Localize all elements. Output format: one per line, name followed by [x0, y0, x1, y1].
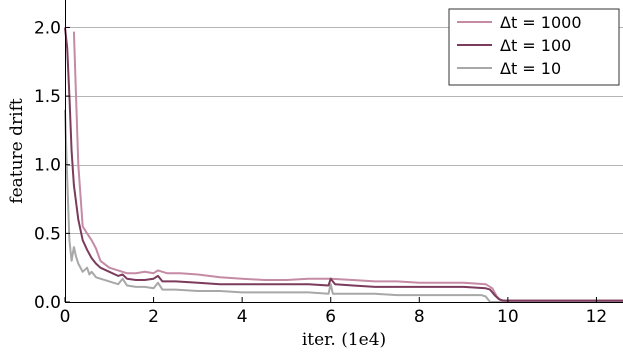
y-tick-label: 2.0	[34, 18, 61, 38]
y-tick-label: 1.5	[34, 87, 61, 107]
x-axis-label: iter. (1e4)	[302, 330, 386, 350]
legend-label-2: Δt = 10	[500, 59, 561, 78]
y-axis-label: feature drift	[7, 98, 27, 204]
x-tick-label: 4	[237, 307, 248, 327]
axes	[65, 0, 623, 303]
x-tick-label: 2	[148, 307, 159, 327]
series-layer	[64, 27, 623, 303]
x-tick-label: 10	[497, 307, 519, 327]
x-tick-label: 0	[60, 307, 71, 327]
y-tick-label: 0.5	[34, 224, 61, 244]
legend: Δt = 1000 Δt = 100 Δt = 10	[448, 8, 620, 86]
x-tick-label: 12	[586, 307, 608, 327]
x-tick-label: 6	[325, 307, 336, 327]
legend-label-0: Δt = 1000	[500, 13, 582, 32]
series-line-2	[64, 109, 623, 303]
y-tick-label: 1.0	[34, 156, 61, 176]
legend-label-1: Δt = 100	[500, 36, 571, 55]
y-tick-label: 0.0	[34, 293, 61, 313]
x-tick-label: 8	[414, 307, 425, 327]
ticks: 0.0 0.5 1.0 1.5 2.0 0 2 4 6 8 10 12	[34, 18, 607, 327]
series-line-1	[64, 27, 623, 302]
